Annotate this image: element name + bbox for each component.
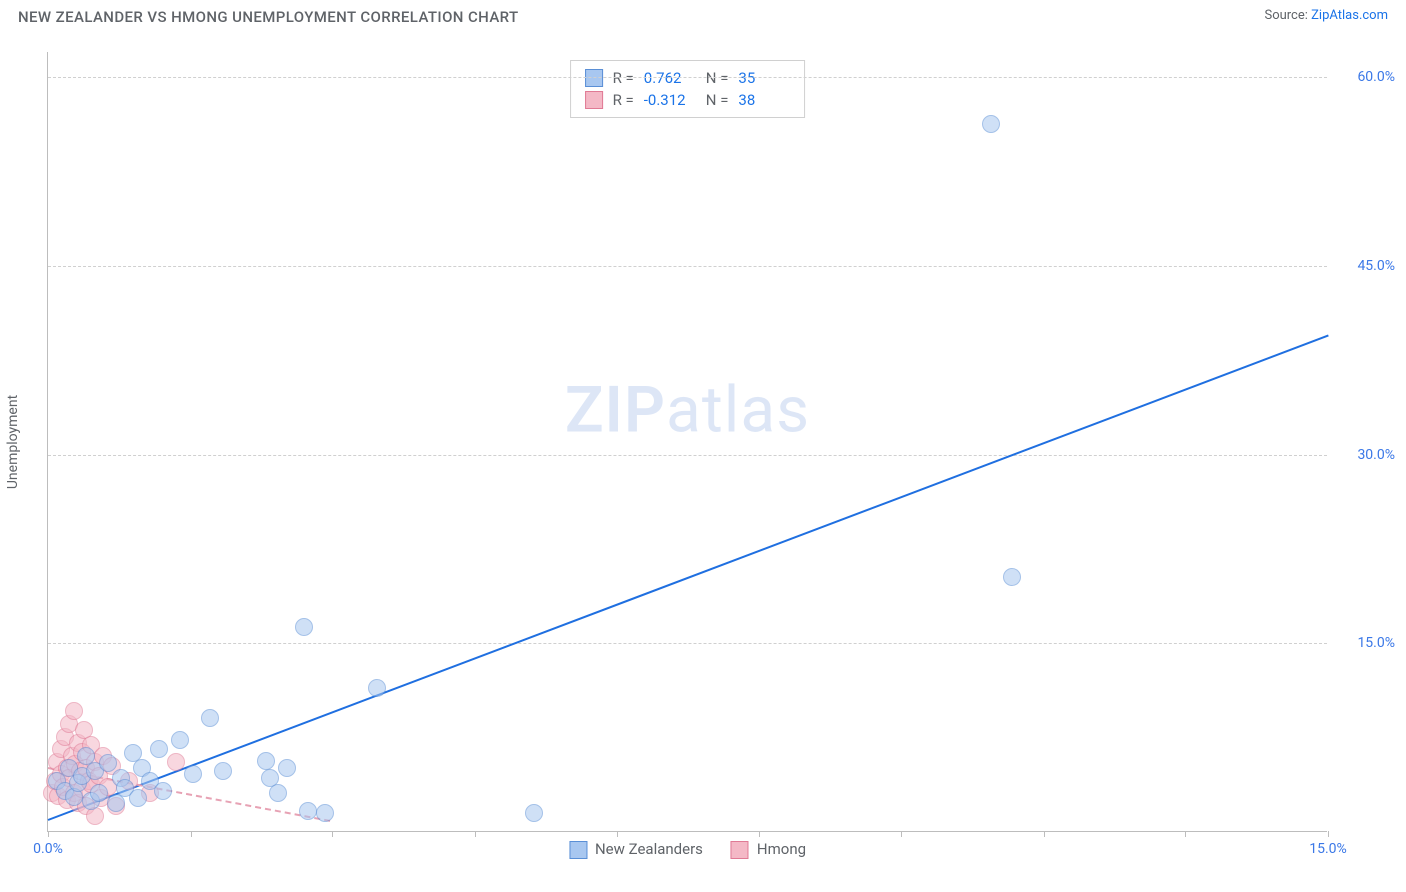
series-legend-item: New Zealanders	[569, 840, 703, 859]
x-tick-label: 0.0%	[33, 841, 63, 857]
chart-header: NEW ZEALANDER VS HMONG UNEMPLOYMENT CORR…	[0, 0, 1406, 40]
data-point	[299, 802, 317, 820]
y-tick-label: 60.0%	[1335, 69, 1395, 85]
chart-title: NEW ZEALANDER VS HMONG UNEMPLOYMENT CORR…	[18, 8, 519, 26]
x-tick-mark	[617, 831, 618, 837]
y-axis-label: Unemployment	[5, 395, 21, 489]
data-point	[368, 679, 386, 697]
data-point	[184, 765, 202, 783]
data-point	[154, 782, 172, 800]
correlation-legend: R = 0.762 N = 35 R = -0.312 N = 38	[570, 60, 806, 118]
data-point	[269, 784, 287, 802]
legend-swatch-icon	[569, 841, 587, 859]
trend-line	[48, 335, 1329, 821]
y-tick-label: 15.0%	[1335, 635, 1395, 651]
data-point	[167, 753, 185, 771]
series-legend: New Zealanders Hmong	[569, 840, 806, 859]
data-point	[257, 752, 275, 770]
data-point	[316, 804, 334, 822]
label-r: R =	[613, 89, 634, 111]
x-tick-mark	[332, 831, 333, 837]
label-n: N =	[706, 89, 729, 111]
legend-swatch-icon	[585, 91, 603, 109]
legend-swatch-icon	[731, 841, 749, 859]
chart-source: Source: ZipAtlas.com	[1264, 8, 1388, 23]
data-point	[1003, 568, 1021, 586]
source-prefix: Source:	[1264, 8, 1311, 23]
data-point	[90, 784, 108, 802]
gridline	[48, 455, 1327, 456]
x-tick-mark	[901, 831, 902, 837]
data-point	[201, 709, 219, 727]
value-n: 38	[738, 89, 790, 111]
x-tick-mark	[475, 831, 476, 837]
x-tick-mark	[759, 831, 760, 837]
series-legend-item: Hmong	[731, 840, 806, 859]
data-point	[525, 804, 543, 822]
series-label: Hmong	[757, 840, 806, 858]
watermark-light: atlas	[666, 373, 810, 448]
x-tick-mark	[48, 831, 49, 837]
correlation-row: R = -0.312 N = 38	[585, 89, 791, 111]
x-tick-mark	[1328, 831, 1329, 837]
plot-area: ZIPatlas R = 0.762 N = 35 R = -0.312 N =…	[47, 52, 1327, 832]
data-point	[278, 759, 296, 777]
gridline	[48, 643, 1327, 644]
y-tick-label: 30.0%	[1335, 447, 1395, 463]
x-tick-mark	[1185, 831, 1186, 837]
series-label: New Zealanders	[595, 840, 703, 858]
data-point	[214, 762, 232, 780]
x-tick-mark	[191, 831, 192, 837]
watermark-bold: ZIP	[565, 373, 666, 448]
data-point	[99, 754, 117, 772]
data-point	[295, 618, 313, 636]
data-point	[150, 740, 168, 758]
watermark: ZIPatlas	[565, 373, 810, 448]
x-tick-mark	[1044, 831, 1045, 837]
y-tick-label: 45.0%	[1335, 258, 1395, 274]
data-point	[171, 731, 189, 749]
data-point	[65, 702, 83, 720]
gridline	[48, 77, 1327, 78]
value-r: -0.312	[644, 89, 696, 111]
x-tick-label: 15.0%	[1309, 841, 1347, 857]
plot-container: Unemployment ZIPatlas R = 0.762 N = 35 R…	[47, 52, 1327, 832]
data-point	[129, 789, 147, 807]
gridline	[48, 266, 1327, 267]
source-link[interactable]: ZipAtlas.com	[1311, 8, 1388, 23]
data-point	[982, 115, 1000, 133]
